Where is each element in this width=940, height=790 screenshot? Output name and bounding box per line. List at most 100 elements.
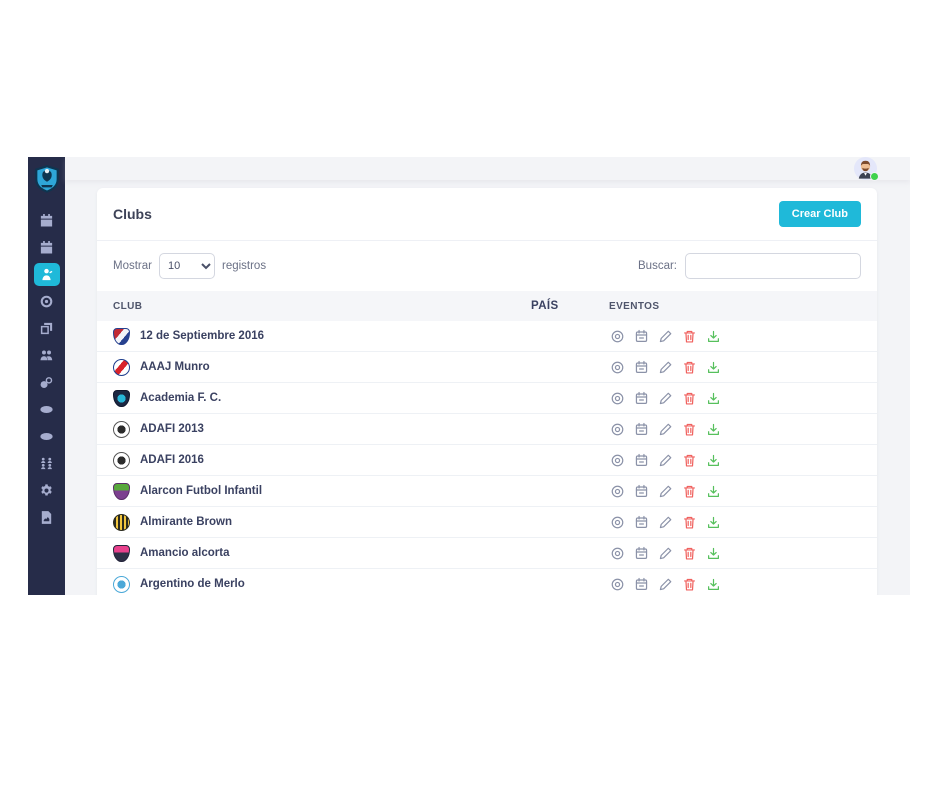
download-icon[interactable] [705,514,721,530]
table-row[interactable]: ADAFI 2013 [97,414,877,445]
download-icon[interactable] [705,328,721,344]
club-crest-icon [113,358,130,376]
edit-icon[interactable] [657,390,673,406]
club-name: Academia F. C. [140,392,222,404]
file-image-icon [39,510,54,525]
delete-icon[interactable] [681,328,697,344]
download-icon[interactable] [705,452,721,468]
search-input[interactable] [685,253,861,279]
table-row[interactable]: ADAFI 2016 [97,445,877,476]
sidebar-item-teams[interactable] [28,369,65,396]
sidebar-item-documents[interactable] [28,315,65,342]
copy-icon [39,321,54,336]
view-icon[interactable] [609,328,625,344]
card-header: Clubs Crear Club [97,188,877,241]
table-row[interactable]: 12 de Septiembre 2016 [97,321,877,352]
edit-icon[interactable] [657,359,673,375]
edit-icon[interactable] [657,576,673,592]
delete-icon[interactable] [681,390,697,406]
view-icon[interactable] [609,452,625,468]
view-icon[interactable] [609,514,625,530]
edit-icon[interactable] [657,545,673,561]
users-icon [39,348,54,363]
calendar-icon[interactable] [633,483,649,499]
delete-icon[interactable] [681,421,697,437]
edit-icon[interactable] [657,452,673,468]
sidebar-item-groups[interactable] [28,450,65,477]
view-icon[interactable] [609,576,625,592]
sidebar-item-balls[interactable] [28,288,65,315]
sidebar-item-users[interactable] [28,342,65,369]
calendar-icon [39,213,54,228]
table-row[interactable]: AAAJ Munro [97,352,877,383]
sidebar-item-courts[interactable] [28,423,65,450]
user-avatar[interactable] [854,157,879,181]
sidebar-item-reports[interactable] [28,504,65,531]
show-label: Mostrar [113,260,152,272]
view-icon[interactable] [609,421,625,437]
referee-icon [33,263,60,286]
table-row[interactable]: Argentino de Merlo [97,569,877,595]
download-icon[interactable] [705,545,721,561]
search-label: Buscar: [638,260,677,272]
view-icon[interactable] [609,545,625,561]
calendar-icon[interactable] [633,390,649,406]
row-actions [609,390,877,406]
download-icon[interactable] [705,421,721,437]
delete-icon[interactable] [681,514,697,530]
download-icon[interactable] [705,576,721,592]
sidebar-item-schedule[interactable] [28,207,65,234]
calendar-icon[interactable] [633,545,649,561]
table-row[interactable]: Alarcon Futbol Infantil [97,476,877,507]
content: Clubs Crear Club Mostrar 10 registros Bu… [65,180,910,595]
header-pais[interactable]: PAÍS [531,300,559,312]
delete-icon[interactable] [681,359,697,375]
view-icon[interactable] [609,359,625,375]
table-header-row: CLUB PAÍS EVENTOS [97,291,877,321]
download-icon[interactable] [705,390,721,406]
table-body: 12 de Septiembre 2016 AAAJ Munro Academi… [97,321,877,595]
row-actions [609,452,877,468]
page-title: Clubs [113,206,152,222]
row-actions [609,328,877,344]
delete-icon[interactable] [681,576,697,592]
coin-icon [39,294,54,309]
calendar-icon[interactable] [633,328,649,344]
club-name: Alarcon Futbol Infantil [140,485,263,497]
club-crest-icon [113,575,130,593]
edit-icon[interactable] [657,421,673,437]
header-club[interactable]: CLUB [113,300,143,312]
clubs-table: CLUB PAÍS EVENTOS 12 de Septiembre 2016 … [97,291,877,595]
view-icon[interactable] [609,390,625,406]
header-eventos[interactable]: EVENTOS [609,300,660,312]
delete-icon[interactable] [681,545,697,561]
calendar-icon[interactable] [633,576,649,592]
sidebar-item-fields[interactable] [28,396,65,423]
edit-icon[interactable] [657,483,673,499]
sidebar-item-clubs[interactable] [28,261,65,288]
topbar [65,157,910,181]
app-logo[interactable] [28,157,65,201]
table-row[interactable]: Academia F. C. [97,383,877,414]
create-club-button[interactable]: Crear Club [778,201,861,227]
sidebar [28,157,65,595]
download-icon[interactable] [705,359,721,375]
edit-icon[interactable] [657,328,673,344]
table-row[interactable]: Amancio alcorta [97,538,877,569]
delete-icon[interactable] [681,452,697,468]
sidebar-item-settings[interactable] [28,477,65,504]
sidebar-item-calendar[interactable] [28,234,65,261]
club-name: Amancio alcorta [140,547,230,559]
calendar-icon[interactable] [633,359,649,375]
records-label: registros [221,260,267,272]
table-row[interactable]: Almirante Brown [97,507,877,538]
calendar-icon[interactable] [633,452,649,468]
page-length-select[interactable]: 10 [158,253,215,279]
calendar-icon[interactable] [633,514,649,530]
edit-icon[interactable] [657,514,673,530]
download-icon[interactable] [705,483,721,499]
view-icon[interactable] [609,483,625,499]
calendar-icon[interactable] [633,421,649,437]
delete-icon[interactable] [681,483,697,499]
